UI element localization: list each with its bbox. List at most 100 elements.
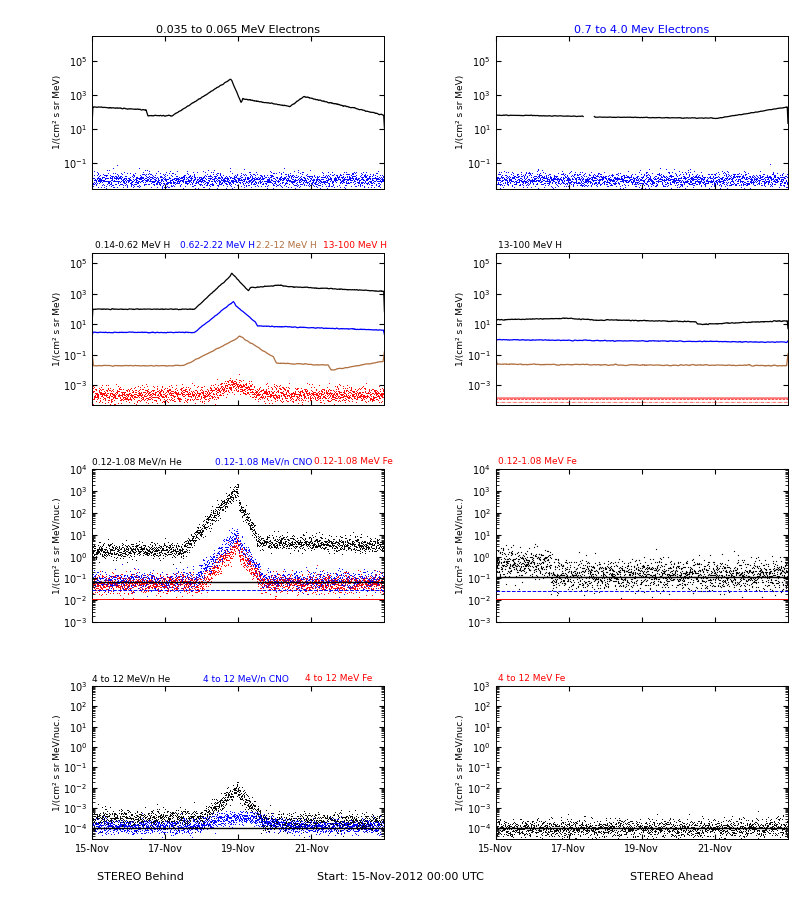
- Point: [320, 810, 333, 824]
- Point: [298, 170, 310, 184]
- Point: [304, 820, 317, 834]
- Point: [329, 816, 342, 831]
- Point: [354, 386, 366, 400]
- Point: [243, 510, 256, 525]
- Point: [564, 827, 577, 842]
- Point: [282, 814, 295, 829]
- Point: [216, 556, 229, 571]
- Point: [222, 174, 235, 188]
- Point: [331, 578, 344, 592]
- Point: [264, 175, 277, 189]
- Point: [726, 572, 739, 587]
- Point: [758, 824, 770, 839]
- Point: [119, 573, 132, 588]
- Point: [761, 568, 774, 582]
- Point: [275, 394, 288, 409]
- Point: [681, 567, 694, 581]
- Point: [277, 806, 290, 820]
- Point: [585, 172, 598, 186]
- Point: [199, 383, 212, 398]
- Point: [742, 562, 755, 577]
- Point: [234, 552, 247, 566]
- Point: [349, 821, 362, 835]
- Point: [332, 172, 345, 186]
- Point: [771, 170, 784, 184]
- Point: [91, 820, 104, 834]
- Point: [110, 579, 123, 593]
- Point: [142, 583, 154, 598]
- Point: [610, 567, 623, 581]
- Point: [221, 812, 234, 826]
- Point: [346, 384, 359, 399]
- Point: [651, 167, 664, 182]
- Point: [261, 392, 274, 407]
- Point: [122, 815, 134, 830]
- Point: [579, 819, 592, 833]
- Point: [335, 541, 348, 555]
- Point: [104, 394, 117, 409]
- Point: [259, 566, 272, 580]
- Point: [330, 168, 343, 183]
- Point: [228, 809, 241, 824]
- Point: [754, 172, 767, 186]
- Point: [494, 560, 507, 574]
- Point: [504, 557, 517, 572]
- Point: [358, 169, 371, 184]
- Point: [646, 176, 658, 191]
- Point: [722, 821, 735, 835]
- Point: [627, 821, 640, 835]
- Point: [683, 162, 696, 176]
- Point: [126, 571, 138, 585]
- Point: [199, 563, 212, 578]
- Point: [550, 580, 563, 594]
- Point: [90, 389, 103, 403]
- Point: [328, 817, 341, 832]
- Point: [113, 541, 126, 555]
- Point: [745, 174, 758, 188]
- Point: [114, 569, 127, 583]
- Point: [778, 564, 791, 579]
- Point: [553, 824, 566, 839]
- Point: [375, 386, 388, 400]
- Point: [346, 578, 359, 592]
- Point: [154, 568, 166, 582]
- Point: [260, 576, 273, 590]
- Point: [704, 171, 717, 185]
- Point: [544, 558, 557, 572]
- Point: [366, 541, 379, 555]
- Point: [770, 173, 783, 187]
- Point: [279, 809, 292, 824]
- Point: [260, 814, 273, 828]
- Point: [293, 169, 306, 184]
- Point: [194, 564, 206, 579]
- Point: [707, 176, 720, 191]
- Point: [358, 820, 370, 834]
- Point: [227, 483, 240, 498]
- Point: [277, 575, 290, 590]
- Point: [597, 824, 610, 839]
- Point: [764, 837, 777, 851]
- Point: [603, 555, 616, 570]
- Point: [239, 792, 252, 806]
- Point: [292, 575, 305, 590]
- Point: [309, 564, 322, 579]
- Point: [102, 816, 114, 831]
- Point: [254, 583, 267, 598]
- Point: [216, 557, 229, 572]
- Point: [770, 571, 782, 585]
- Point: [128, 387, 141, 401]
- Point: [663, 824, 676, 838]
- Point: [544, 822, 557, 836]
- Point: [757, 828, 770, 842]
- Point: [363, 583, 376, 598]
- Point: [184, 819, 197, 833]
- Point: [349, 813, 362, 827]
- Point: [270, 169, 282, 184]
- Point: [227, 383, 240, 398]
- Point: [549, 169, 562, 184]
- Point: [168, 817, 181, 832]
- Point: [526, 176, 538, 190]
- Point: [145, 808, 158, 823]
- Point: [87, 802, 100, 816]
- Point: [154, 178, 166, 193]
